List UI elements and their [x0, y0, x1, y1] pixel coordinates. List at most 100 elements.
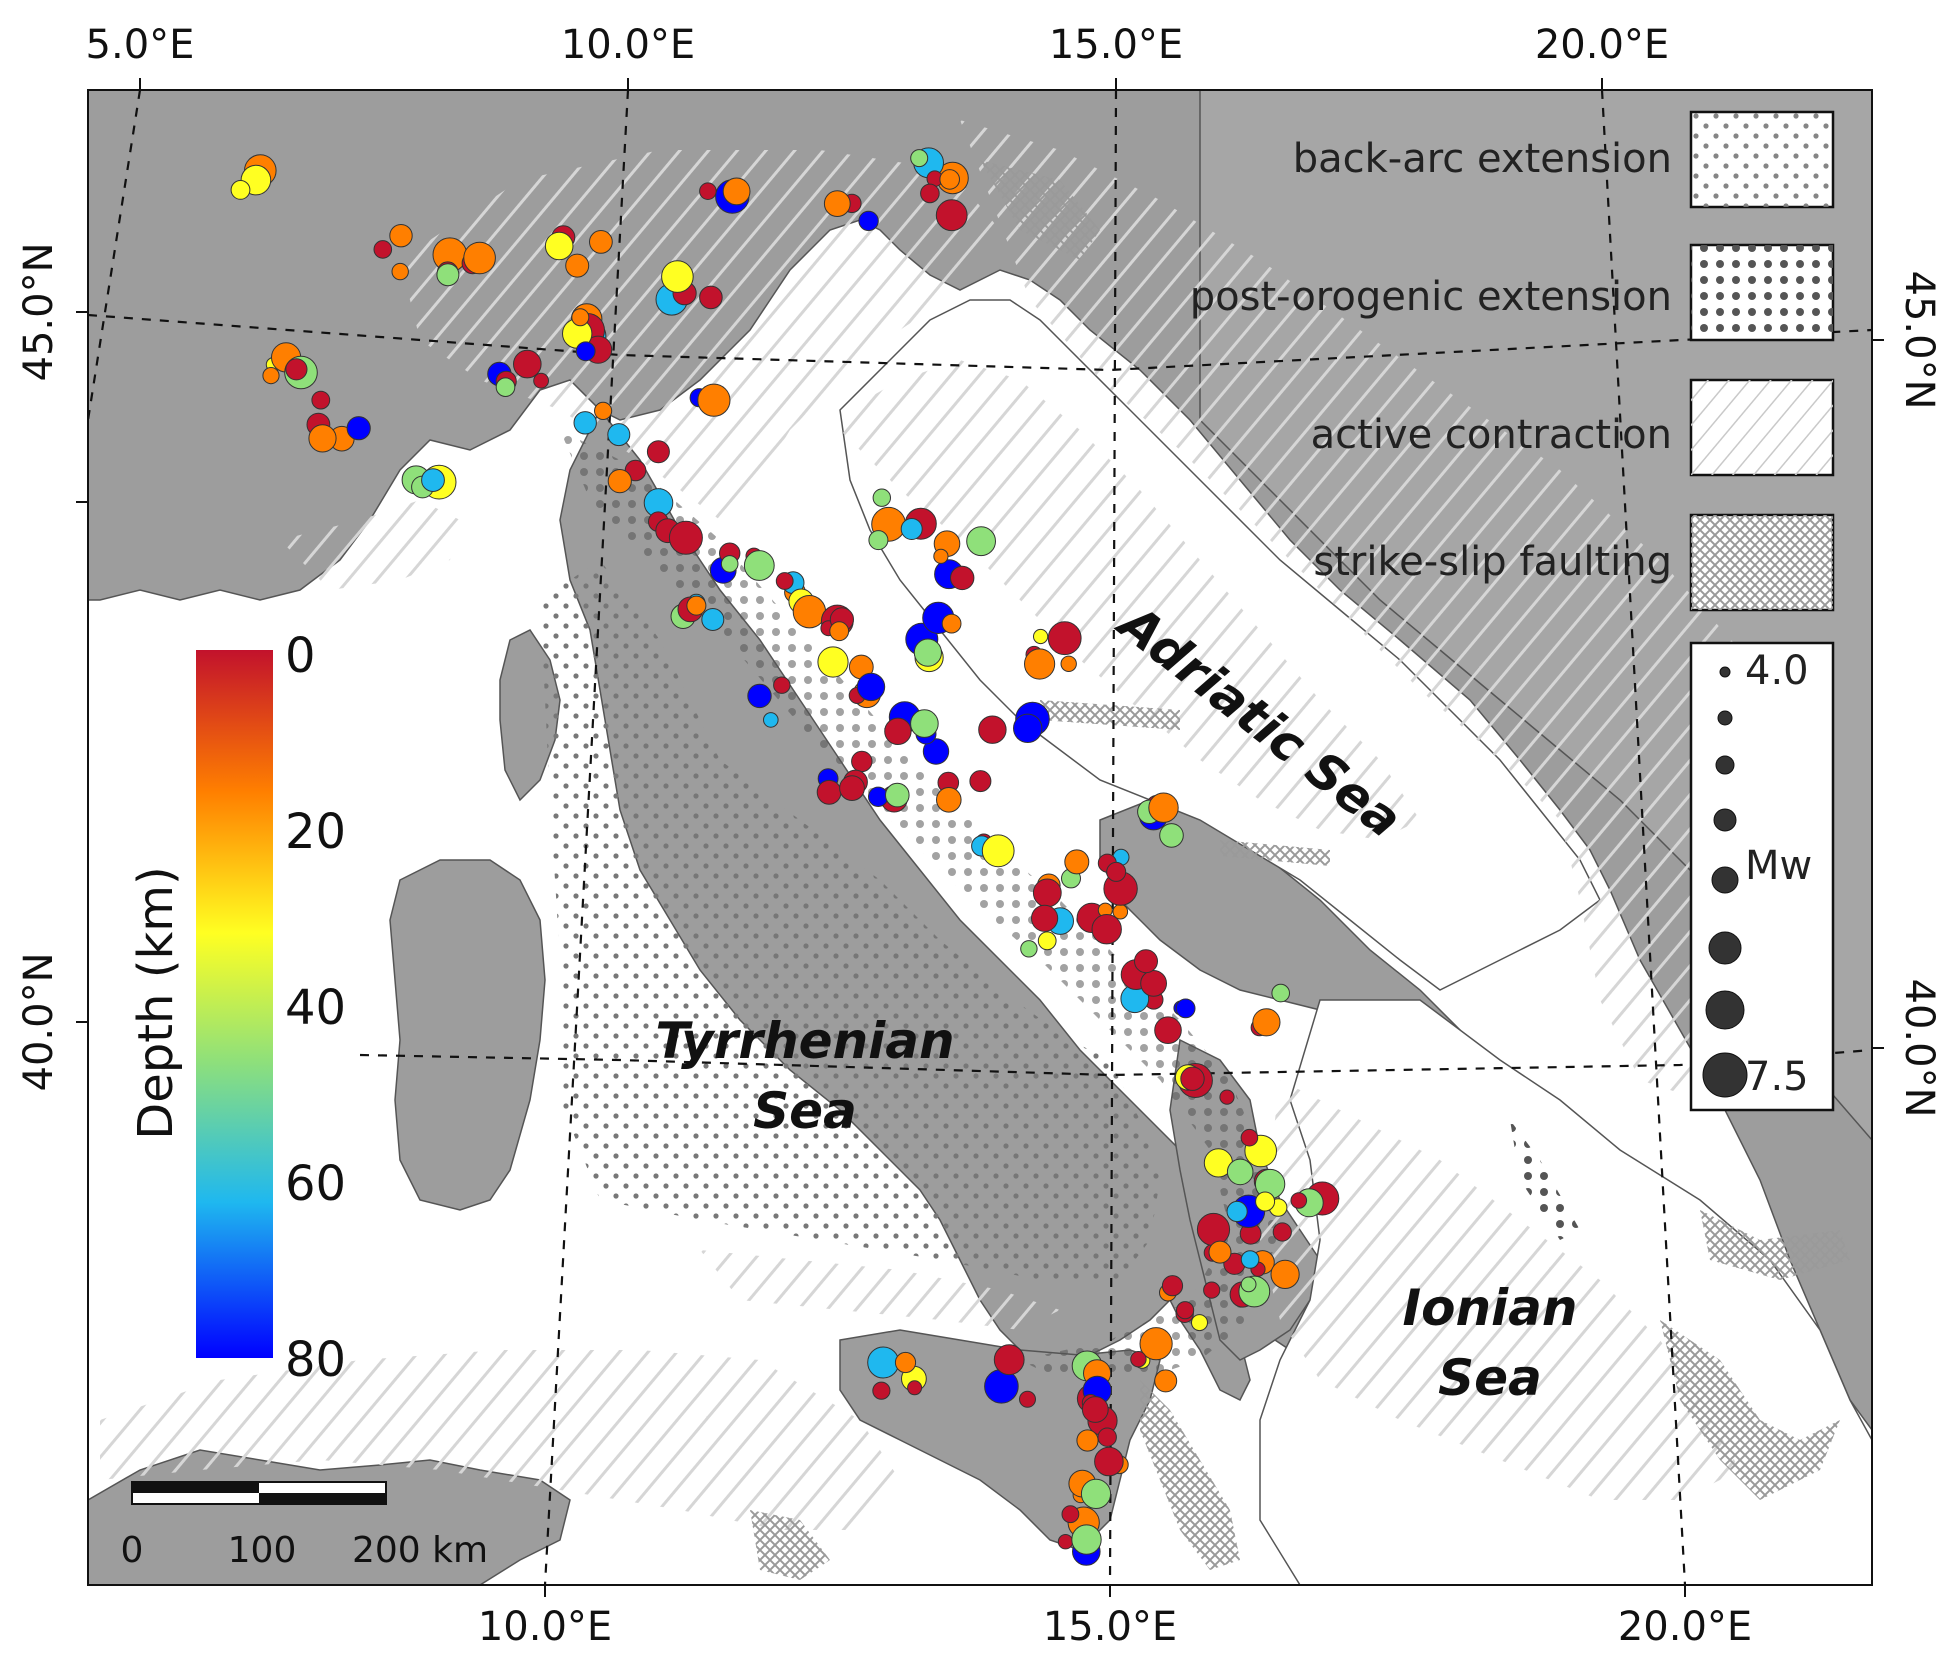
earthquake-epicenter: [858, 210, 879, 232]
earthquake-epicenter: [589, 230, 613, 254]
legend-active-contraction-label: active contraction: [1311, 412, 1672, 458]
mw-legend-circle: [1702, 1052, 1748, 1098]
earthquake-epicenter: [571, 308, 590, 327]
strike-slip-hyblean: [1140, 1380, 1240, 1570]
earthquake-epicenter: [1139, 1327, 1173, 1361]
earthquake-epicenter: [1060, 655, 1077, 672]
earthquake-epicenter: [389, 224, 413, 248]
bottom-tick-15E: 15.0°E: [1043, 1604, 1177, 1650]
earthquake-epicenter: [1271, 983, 1290, 1003]
earthquake-epicenter: [981, 834, 1015, 868]
earthquake-epicenter: [939, 169, 961, 190]
active-contraction-tyrrhenian-south: [700, 1250, 1060, 1330]
right-tick-40N: 40.0°N: [1896, 979, 1942, 1118]
active-contraction-ionian: [1260, 1080, 1740, 1500]
meridian-15E: [1108, 90, 1118, 1585]
earthquake-epicenter: [463, 241, 496, 275]
earthquake-epicenter: [1161, 1275, 1184, 1297]
mw-legend-circle: [1713, 808, 1737, 832]
earthquake-epicenter: [1094, 1446, 1124, 1477]
back-arc-extension-area: [540, 560, 1160, 1280]
earthquake-epicenter: [573, 411, 597, 435]
earthquake-epicenter: [697, 383, 731, 417]
scale-bar-segment-2: [259, 1493, 386, 1504]
earthquake-epicenter: [1290, 1192, 1308, 1209]
earthquake-epicenter: [829, 621, 850, 642]
mw-max-label: 7.5: [1745, 1054, 1809, 1100]
earthquake-epicenter: [823, 190, 851, 218]
legend-strike-slip-label: strike-slip faulting: [1313, 539, 1672, 585]
earthquake-epicenter: [1226, 1200, 1248, 1223]
mw-legend-circle: [1715, 755, 1735, 775]
earthquake-epicenter: [1047, 621, 1082, 656]
earthquake-epicenter: [1134, 949, 1158, 974]
earthquake-epicenter: [1064, 849, 1090, 875]
earthquake-epicenter: [1106, 861, 1127, 882]
mw-min-label: 4.0: [1745, 648, 1809, 694]
scale-label-100: 100: [228, 1530, 297, 1571]
land-sardinia: [389, 859, 546, 1211]
earthquake-epicenter: [1020, 940, 1038, 958]
earthquake-epicenter: [594, 401, 613, 420]
earthquake-epicenter: [792, 595, 827, 629]
colorbar-tick-0: 0: [285, 628, 316, 684]
tyrrhenian-sea-label-2: Sea: [753, 1082, 857, 1140]
earthquake-epicenter: [907, 1380, 923, 1396]
mw-legend-circle: [1711, 866, 1739, 894]
earthquake-epicenter: [495, 377, 516, 398]
ionian-sea-label-2: Sea: [1438, 1349, 1542, 1407]
graticule: [88, 90, 1872, 1585]
earthquake-epicenter: [941, 613, 962, 634]
colorbar-tick-40: 40: [285, 980, 346, 1036]
tick-marks: [76, 78, 1884, 1597]
earthquake-epicenter: [950, 565, 975, 591]
depth-colorbar-gradient: [196, 650, 273, 1358]
earthquake-epicenter: [1037, 931, 1057, 951]
earthquake-epicenter: [1272, 1222, 1292, 1242]
earthquake-epicenter: [1033, 628, 1049, 645]
earthquake-epicenter: [1240, 1276, 1257, 1293]
earthquake-epicenter: [308, 424, 337, 453]
right-tick-45N: 45.0°N: [1896, 271, 1942, 410]
earthquake-epicenter: [1219, 1089, 1235, 1105]
earthquake-epicenter: [1240, 1250, 1260, 1269]
bottom-tick-20E: 20.0°E: [1618, 1604, 1752, 1650]
regime-legend: back-arc extension post-orogenic extensi…: [1190, 110, 1835, 612]
earthquake-epicenter: [1076, 1429, 1099, 1452]
earthquake-epicenter: [910, 709, 939, 738]
earthquake-epicenter: [1175, 998, 1196, 1019]
earthquake-epicenter: [1196, 1212, 1231, 1247]
earthquake-epicenter: [1019, 1390, 1036, 1408]
earthquake-epicenters: [230, 147, 1340, 1566]
earthquake-epicenter: [1148, 792, 1179, 823]
earthquake-epicenter: [1191, 1314, 1208, 1332]
earthquake-epicenter: [868, 530, 889, 551]
earthquake-epicenter: [1154, 1016, 1182, 1044]
earthquake-epicenter: [699, 182, 717, 200]
active-contraction-balkans: [960, 120, 1820, 1100]
earthquake-epicenter: [978, 715, 1007, 744]
earthquake-epicenter: [936, 787, 962, 813]
top-tick-15E: 15.0°E: [1049, 22, 1183, 68]
earthquake-epicenter: [346, 416, 371, 441]
earthquake-epicenter: [373, 240, 393, 259]
scale-label-0: 0: [121, 1530, 144, 1571]
earthquake-epicenter: [661, 260, 694, 293]
mw-legend-circle: [1708, 931, 1742, 965]
left-tick-45N: 45.0°N: [16, 243, 62, 382]
earthquake-epicenter: [607, 423, 631, 447]
earthquake-epicenter: [933, 548, 949, 564]
earthquake-epicenter: [922, 738, 950, 765]
earthquake-epicenter: [1159, 823, 1184, 848]
earthquake-epicenter: [311, 390, 331, 410]
mw-legend-circle: [1719, 666, 1731, 678]
scale-bar: 0 100 200 km: [121, 1481, 488, 1571]
left-tick-40N: 40.0°N: [16, 953, 62, 1092]
depth-colorbar: 0 20 40 60 80 Depth (km): [128, 628, 346, 1388]
tyrrhenian-sea-label-1: Tyrrhenian: [655, 1012, 954, 1070]
earthquake-epicenter: [1012, 713, 1043, 743]
earthquake-epicenter: [817, 646, 849, 678]
legend-post-orogenic-label: post-orogenic extension: [1190, 274, 1672, 320]
earthquake-epicenter: [1154, 1369, 1178, 1393]
strike-slip-hellenic: [1660, 1320, 1840, 1500]
